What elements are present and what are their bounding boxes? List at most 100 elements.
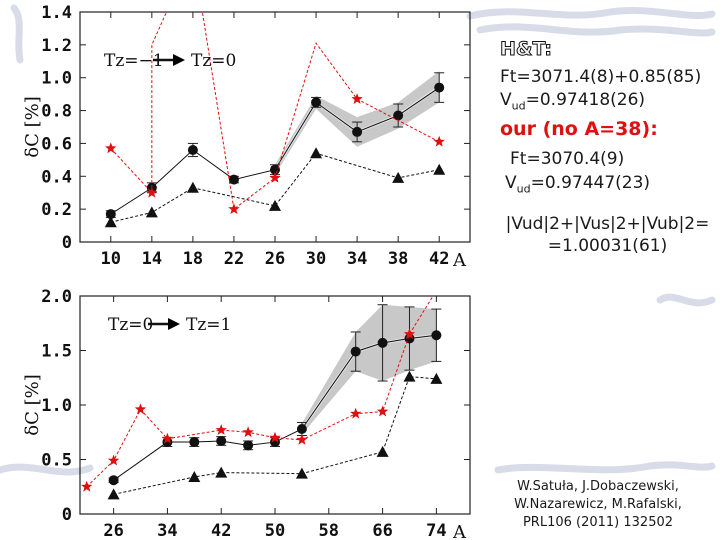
data-point-star (431, 285, 442, 296)
data-point-triangle (145, 206, 158, 218)
our-vud-value: Vud=0.97447(23) (505, 172, 650, 200)
ht-vud-value: Vud=0.97418(26) (500, 89, 645, 117)
y-tick-label: 0.2 (41, 200, 72, 220)
data-point-triangle (403, 370, 416, 382)
data-point-star (376, 405, 389, 417)
our-vud-symbol: V (505, 173, 517, 193)
y-tick-label: 0.4 (41, 167, 72, 187)
arrow-head (173, 54, 185, 66)
our-ft-value: Ft=3070.4(9) (510, 149, 625, 169)
unitarity-line-1: |Vud|2+|Vus|2+|Vub|2= (505, 214, 710, 234)
x-axis-label: A (452, 250, 467, 271)
data-point-star (269, 431, 281, 443)
ht-ft-value: Ft=3071.4(8)+0.85(85) (500, 67, 702, 87)
x-tick-label: 50 (265, 521, 285, 540)
plot-area (81, 285, 443, 500)
series-line-star (86, 296, 434, 488)
x-tick-label: 30 (306, 249, 326, 269)
data-point-star (161, 432, 174, 444)
top-panel: 0 0.2 0.4 0.6 0.8 1.0 1.2 1.4 10 14 18 22 26 30 34 38 42… (22, 3, 471, 271)
data-point-star (350, 407, 362, 419)
decor-stroke-0 (466, 6, 716, 20)
arrow-label-to: Tz=1 (186, 315, 231, 335)
background-decoration (0, 4, 716, 476)
our-vud-number: =0.97447(23) (530, 173, 651, 193)
data-point-circle (393, 110, 404, 121)
arrow-head (168, 318, 180, 330)
arrow-label-from: Tz=−1 (104, 51, 164, 71)
x-tick-label: 10 (101, 249, 121, 269)
uncertainty-band (301, 304, 437, 435)
data-point-star (433, 135, 445, 147)
x-tick-label: 42 (429, 249, 449, 269)
data-point-star (403, 328, 416, 339)
y-tick-label: 0.5 (41, 451, 72, 471)
data-point-star (269, 171, 281, 183)
data-point-circle (270, 164, 280, 175)
x-tick-label: 18 (183, 249, 203, 269)
data-point-circle (216, 435, 227, 446)
data-point-triangle (392, 171, 405, 183)
data-point-triangle (186, 181, 199, 193)
citation-line-2: W.Nazarewicz, M.Rafalski, (514, 497, 682, 512)
x-tick-label: 66 (372, 521, 392, 540)
x-tick-label: 26 (265, 249, 285, 269)
data-point-circle (350, 346, 361, 357)
data-point-circle (108, 475, 119, 486)
data-point-star (228, 203, 240, 214)
data-point-circle (434, 82, 445, 93)
data-point-circle (431, 330, 442, 341)
arrow-label-to: Tz=0 (191, 51, 236, 71)
our-vud-subscript: ud (516, 182, 531, 196)
y-tick-label: 2.0 (41, 287, 72, 307)
decor-stroke-2 (494, 461, 716, 474)
x-tick-label: 26 (103, 521, 123, 540)
y-tick-label: 0 (62, 233, 72, 253)
bottom-panel: 0 0.5 1.0 1.5 2.0 26 34 42 50 58 66 74 AδC [%] Tz=0 Tz… (22, 285, 471, 540)
data-point-circle (311, 97, 322, 108)
data-point-circle (352, 126, 363, 137)
y-tick-label: 1.5 (41, 342, 72, 362)
plot-area (104, 12, 446, 228)
data-point-star (215, 424, 227, 435)
y-tick-label: 1.0 (41, 396, 72, 416)
ht-heading: H&T: (500, 38, 553, 61)
x-tick-label: 14 (142, 249, 162, 269)
y-tick-label: 0.6 (41, 134, 72, 154)
data-point-star (242, 426, 254, 438)
series-line-triangle (110, 152, 440, 223)
data-point-triangle (433, 163, 446, 175)
data-point-triangle (215, 466, 228, 478)
data-point-triangle (107, 488, 120, 500)
data-point-circle (243, 440, 254, 451)
data-point-star (105, 142, 117, 154)
x-tick-label: 74 (426, 521, 446, 540)
data-point-star (351, 93, 363, 104)
ht-vud-subscript: ud (511, 99, 526, 113)
citation: W.Satuła, J.Dobaczewski, W.Nazarewicz, M… (498, 478, 698, 532)
data-point-circle (187, 145, 198, 155)
our-heading: our (no A=38): (500, 118, 658, 140)
data-point-star (134, 403, 147, 415)
data-point-star (146, 186, 158, 198)
x-tick-label: 34 (157, 521, 177, 540)
unitarity-line-2: =1.00031(61) (547, 236, 668, 256)
data-point-circle (189, 437, 200, 448)
data-point-circle (296, 423, 307, 434)
x-axis-label: A (452, 522, 467, 540)
x-tick-label: 42 (211, 521, 231, 540)
citation-line-3: PRL106 (2011) 132502 (522, 515, 674, 530)
data-point-star (107, 454, 120, 466)
decor-stroke-4 (10, 4, 24, 64)
data-point-triangle (295, 467, 308, 479)
data-point-star (81, 480, 93, 492)
data-point-triangle (310, 147, 323, 159)
y-axis-label: δC [%] (22, 374, 43, 435)
data-point-circle (105, 209, 116, 220)
data-point-triangle (104, 216, 117, 228)
data-point-triangle (269, 199, 281, 211)
decor-stroke-5 (0, 463, 94, 476)
y-tick-label: 1.2 (41, 36, 72, 56)
y-axis-label: δC [%] (22, 96, 43, 157)
